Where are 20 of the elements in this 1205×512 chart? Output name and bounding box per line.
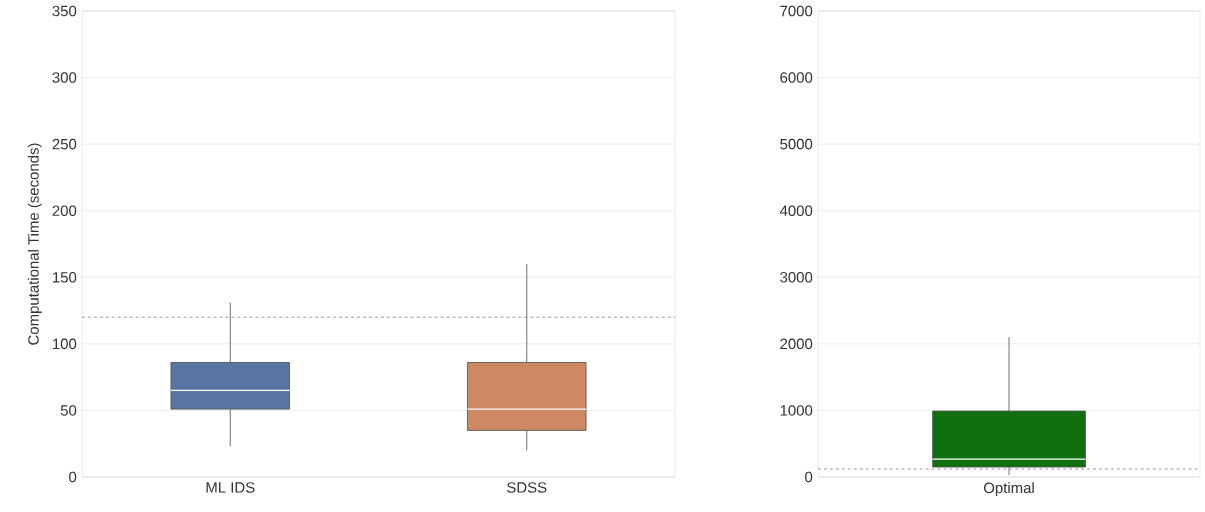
y-tick-label: 5000 (780, 138, 813, 150)
x-tick-label: ML IDS (206, 482, 255, 493)
y-tick-label: 350 (52, 5, 77, 17)
y-tick-label: 6000 (780, 72, 813, 83)
y-tick-label: 2000 (780, 338, 813, 350)
y-axis-title: Computational Time (seconds) (27, 143, 42, 345)
y-tick-label: 7000 (780, 5, 813, 17)
y-tick-label: 3000 (780, 271, 813, 283)
y-tick-label: 1000 (780, 405, 813, 416)
y-tick-label: 0 (69, 471, 77, 483)
y-tick-label: 100 (53, 338, 77, 350)
y-tick-label: 150 (53, 271, 77, 283)
y-tick-label: 4000 (779, 205, 813, 216)
y-tick-label: 200 (52, 205, 77, 216)
y-tick-label: 50 (60, 405, 77, 416)
y-tick-label: 300 (52, 72, 77, 83)
y-tick-label: 0 (805, 471, 813, 483)
y-tick-label: 250 (52, 138, 77, 150)
x-tick-label: Optimal (983, 482, 1034, 497)
x-tick-label: SDSS (507, 482, 547, 493)
